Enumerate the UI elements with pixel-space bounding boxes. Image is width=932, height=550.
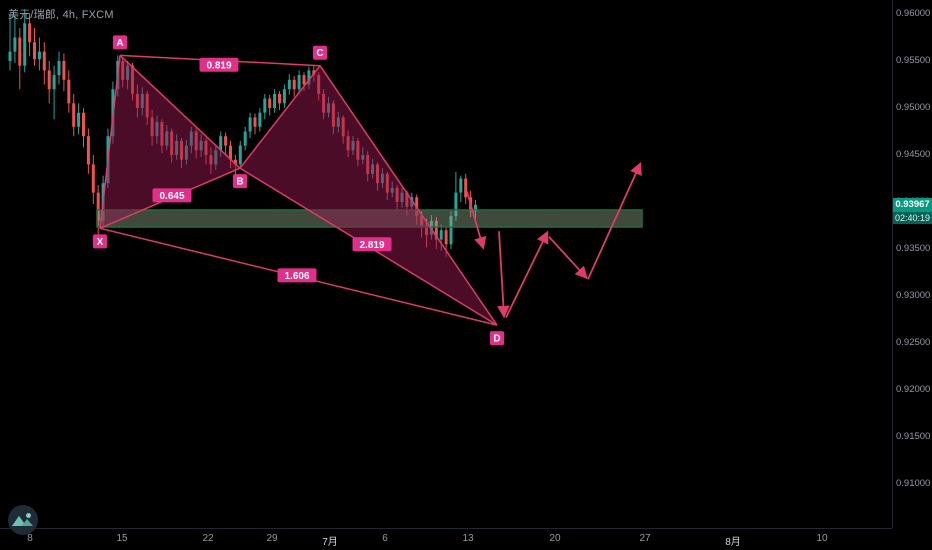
- price-axis-label: 0.96000: [896, 8, 931, 19]
- candle: [42, 42, 46, 85]
- candle: [8, 14, 12, 71]
- projection-arrow[interactable]: [548, 236, 588, 280]
- svg-text:B: B: [236, 177, 243, 188]
- price-axis-label: 0.95000: [896, 102, 931, 113]
- symbol-title[interactable]: 美元/瑞郎, 4h, FXCM: [8, 9, 114, 21]
- time-axis-label: 15: [116, 533, 128, 544]
- candle: [464, 173, 468, 204]
- candle: [77, 103, 81, 135]
- candle: [37, 37, 41, 71]
- time-axis-label: 13: [462, 533, 474, 544]
- pattern-edge-AB[interactable]: [119, 54, 241, 169]
- candle: [72, 93, 76, 137]
- pattern-point-label-X[interactable]: X: [92, 234, 108, 249]
- pattern-point-label-D[interactable]: D: [489, 331, 505, 346]
- svg-text:2.819: 2.819: [359, 240, 384, 251]
- time-axis-label: 8月: [725, 537, 741, 548]
- fib-ratio-label[interactable]: 2.819: [352, 237, 392, 252]
- time-axis-label: 20: [549, 533, 561, 544]
- xabcd-pattern-drawing[interactable]: 0.819 0.645 2.819 1.606 X A B C D: [92, 35, 642, 346]
- candle: [297, 70, 301, 94]
- pattern-fill-triangle: [100, 55, 240, 229]
- candle: [449, 211, 453, 249]
- svg-text:X: X: [97, 237, 104, 248]
- current-price-value: 0.93967: [893, 198, 932, 212]
- pattern-edge-BC[interactable]: [239, 65, 321, 169]
- fib-ratio-label[interactable]: 0.819: [199, 57, 239, 72]
- tradingview-logo[interactable]: [8, 505, 38, 535]
- time-axis-label: 27: [639, 533, 651, 544]
- svg-text:C: C: [316, 48, 323, 59]
- svg-text:0.645: 0.645: [159, 191, 184, 202]
- candle: [292, 76, 296, 97]
- projection-arrow[interactable]: [587, 161, 642, 280]
- time-axis-label: 8: [27, 533, 33, 544]
- projection-arrow[interactable]: [505, 230, 549, 319]
- candle: [273, 89, 277, 113]
- candle: [62, 53, 66, 92]
- candle: [268, 94, 272, 116]
- candle: [253, 113, 257, 135]
- current-price-tag: 0.93967 02:40:19: [893, 198, 932, 224]
- candle: [57, 51, 61, 85]
- candle: [67, 70, 71, 113]
- candle: [454, 171, 458, 221]
- price-axis-label: 0.91500: [896, 431, 931, 442]
- candle: [47, 61, 51, 104]
- fib-ratio-label[interactable]: 1.606: [277, 268, 317, 283]
- pattern-edge-CD[interactable]: [319, 65, 498, 326]
- pattern-edge-XA[interactable]: [99, 55, 121, 229]
- price-axis-label: 0.92000: [896, 384, 931, 395]
- candle: [23, 9, 27, 73]
- bar-close-countdown: 02:40:19: [893, 212, 932, 224]
- svg-text:1.606: 1.606: [284, 271, 309, 282]
- candle: [13, 15, 17, 63]
- time-axis-label: 6: [382, 533, 388, 544]
- candle: [86, 128, 90, 174]
- axis-corner: [892, 528, 932, 550]
- candle: [287, 74, 291, 95]
- candle: [282, 84, 286, 108]
- svg-text:A: A: [116, 38, 123, 49]
- time-axis-label: 7月: [322, 537, 338, 548]
- time-axis-label: 10: [816, 533, 828, 544]
- price-axis-label: 0.91000: [896, 478, 931, 489]
- candle: [459, 175, 463, 202]
- time-axis-label: 22: [202, 533, 214, 544]
- pattern-point-label-C[interactable]: C: [312, 45, 328, 60]
- candle: [258, 108, 262, 132]
- time-axis[interactable]: 8 15 22 29 7月 6 13 20 27 8月 10: [0, 528, 932, 550]
- candle: [278, 91, 281, 110]
- price-axis-label: 0.93500: [896, 243, 931, 254]
- candle: [82, 108, 85, 148]
- time-axis-label: 29: [266, 533, 278, 544]
- candle: [28, 14, 32, 57]
- candle: [52, 65, 56, 120]
- price-axis-label: 0.94500: [896, 149, 931, 160]
- price-axis-label: 0.93000: [896, 290, 931, 301]
- svg-text:0.819: 0.819: [206, 60, 231, 71]
- candle: [33, 28, 36, 66]
- price-axis-label: 0.95500: [896, 55, 931, 66]
- candle: [18, 28, 22, 90]
- candle: [243, 126, 247, 151]
- projection-arrow[interactable]: [466, 191, 487, 250]
- price-axis-label: 0.92500: [896, 337, 931, 348]
- mountains-logo-icon: [8, 505, 38, 535]
- svg-text:D: D: [493, 334, 500, 345]
- price-axis[interactable]: 0.960000.955000.950000.945000.940000.935…: [892, 0, 932, 528]
- candle: [248, 112, 252, 139]
- candle: [224, 132, 228, 155]
- projection-arrow[interactable]: [497, 231, 510, 319]
- candle: [238, 140, 242, 170]
- candle: [263, 93, 267, 120]
- pattern-fill-triangle: [240, 65, 497, 326]
- pattern-point-label-B[interactable]: B: [232, 174, 248, 189]
- candle: [91, 155, 95, 204]
- fib-ratio-label[interactable]: 0.645: [152, 188, 192, 203]
- pattern-point-label-A[interactable]: A: [112, 35, 128, 50]
